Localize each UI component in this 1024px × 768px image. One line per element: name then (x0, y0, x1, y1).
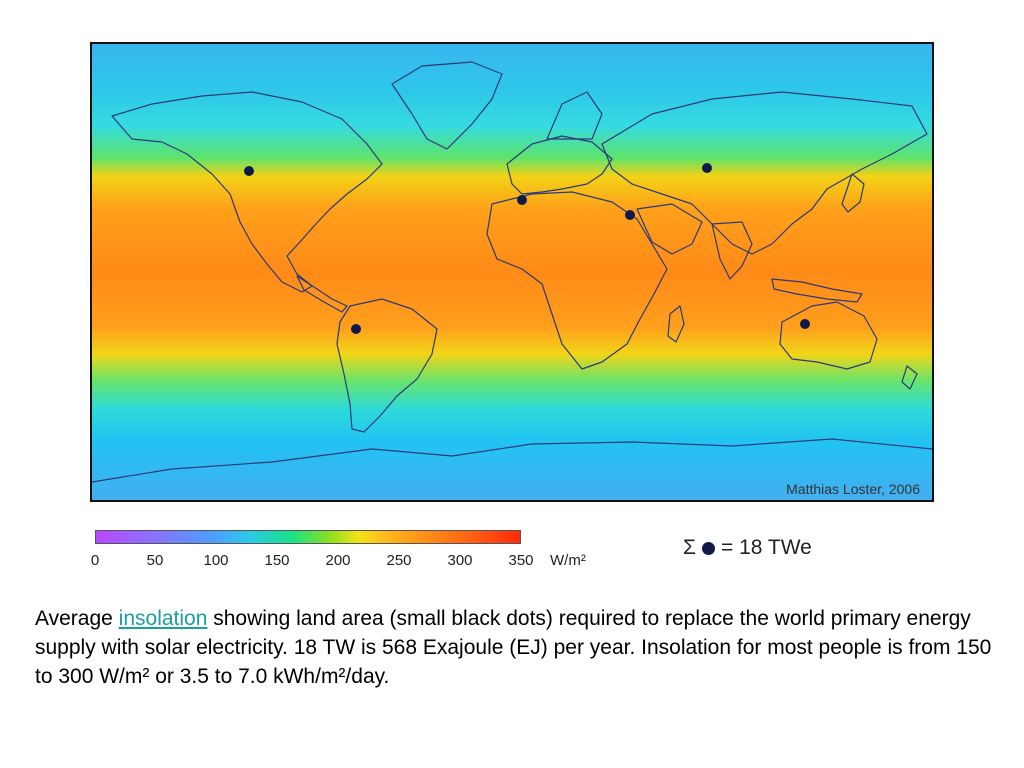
dot-australia (800, 319, 810, 329)
africa-outline (486, 191, 668, 370)
scale-tick-150: 150 (264, 552, 290, 569)
color-scale-bar (95, 530, 521, 544)
dots-layer (244, 163, 810, 334)
dot-sahara (517, 195, 527, 205)
dot-north-america (244, 166, 254, 176)
dot-south-america (351, 324, 361, 334)
scale-tick-350: 350 (508, 552, 534, 569)
area-legend: Σ = 18 TWe (683, 536, 812, 560)
caption-prefix: Average (35, 607, 119, 630)
black-dot-icon (701, 541, 715, 555)
dot-central-asia (702, 163, 712, 173)
japan-outline (841, 173, 865, 213)
new-zealand-outline (901, 365, 918, 390)
scale-tick-50: 50 (146, 552, 164, 569)
legend-text: = 18 TWe (720, 536, 812, 559)
scale-tick-100: 100 (203, 552, 229, 569)
madagascar-outline (667, 305, 685, 343)
scandinavia-outline (546, 91, 603, 140)
europe-outline (506, 135, 613, 195)
scale-tick-200: 200 (325, 552, 351, 569)
antarctica-outline (92, 438, 932, 483)
australia-outline (779, 301, 878, 370)
scale-tick-labels: 0 50 100 150 200 250 300 350 (0, 552, 1024, 574)
north-america-outline (111, 91, 383, 293)
map-credit: Matthias Loster, 2006 (786, 481, 920, 497)
central-america-outline (296, 275, 348, 313)
scale-tick-0: 0 (90, 552, 100, 569)
asia-outline (601, 91, 928, 255)
arabia-outline (636, 203, 703, 255)
world-map-svg (92, 61, 932, 483)
sigma-symbol: Σ (683, 536, 696, 559)
insolation-link[interactable]: insolation (118, 607, 208, 630)
scale-tick-250: 250 (386, 552, 412, 569)
scale-unit-label: W/m² (550, 552, 586, 569)
scale-tick-300: 300 (447, 552, 473, 569)
greenland-outline (391, 61, 503, 150)
dot-arabia (625, 210, 635, 220)
caption: Average insolation showing land area (sm… (35, 604, 1010, 691)
india-outline (711, 221, 753, 280)
indonesia-outline (771, 278, 863, 303)
south-america-outline (336, 298, 438, 433)
insolation-map: Matthias Loster, 2006 (90, 42, 934, 502)
caption-suffix: showing land area (small black dots) req… (35, 607, 992, 688)
